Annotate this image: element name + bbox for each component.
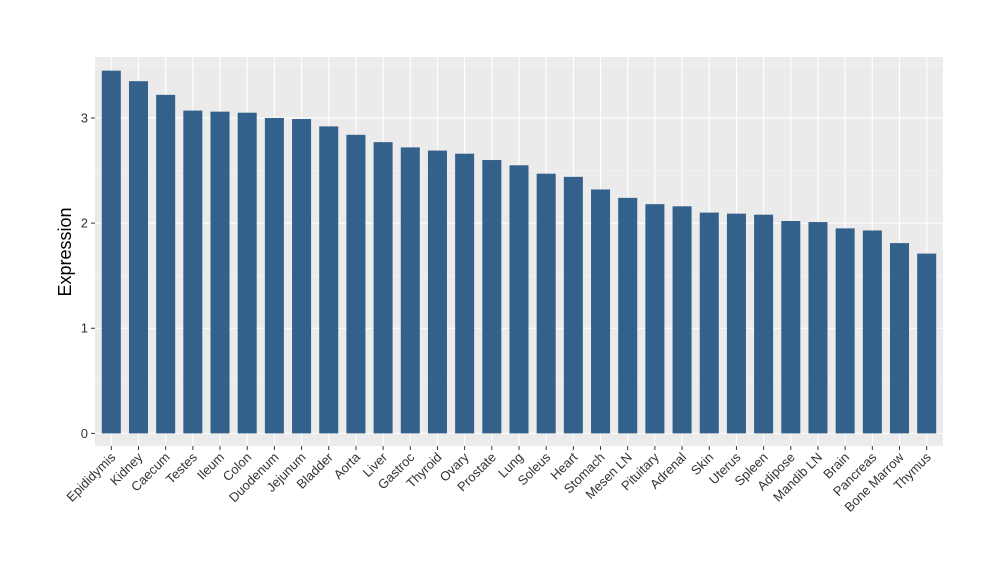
bar bbox=[618, 197, 638, 434]
y-tick-label: 1 bbox=[81, 321, 88, 336]
y-tick-label: 0 bbox=[81, 426, 88, 441]
bar bbox=[890, 243, 910, 434]
bar bbox=[210, 111, 230, 434]
bar bbox=[835, 228, 855, 434]
bar bbox=[726, 213, 746, 434]
bar bbox=[563, 176, 583, 434]
bar bbox=[319, 126, 339, 434]
bar bbox=[237, 112, 257, 434]
y-tick-label: 3 bbox=[81, 110, 88, 125]
bar bbox=[156, 94, 176, 434]
bar bbox=[672, 206, 692, 434]
x-axis: EpididymisKidneyCaecumTestesIleumColonDu… bbox=[63, 446, 934, 515]
bars bbox=[101, 70, 937, 434]
bar bbox=[509, 165, 529, 434]
bar bbox=[699, 212, 719, 434]
bar bbox=[591, 189, 611, 434]
bar bbox=[373, 142, 393, 434]
x-tick-label: Aorta bbox=[330, 449, 363, 482]
bar bbox=[346, 134, 366, 434]
bar bbox=[128, 81, 148, 434]
bar bbox=[536, 173, 556, 434]
y-axis-title: Expression bbox=[55, 207, 75, 296]
bar bbox=[781, 221, 801, 434]
bar bbox=[455, 153, 475, 434]
y-axis: 0 1 2 3 bbox=[81, 110, 95, 441]
bar bbox=[645, 204, 665, 434]
x-tick-label: Ileum bbox=[194, 450, 227, 483]
y-tick-label: 2 bbox=[81, 216, 88, 231]
x-tick-label: Testes bbox=[163, 449, 201, 487]
bar bbox=[183, 110, 203, 434]
bar bbox=[862, 230, 882, 434]
bar bbox=[808, 222, 828, 434]
bar bbox=[427, 150, 447, 434]
bar bbox=[101, 70, 121, 434]
bar bbox=[400, 147, 420, 434]
bar bbox=[754, 214, 774, 434]
bar bbox=[917, 253, 937, 434]
bar bbox=[292, 119, 312, 434]
bar bbox=[264, 117, 284, 434]
bar bbox=[482, 160, 502, 434]
